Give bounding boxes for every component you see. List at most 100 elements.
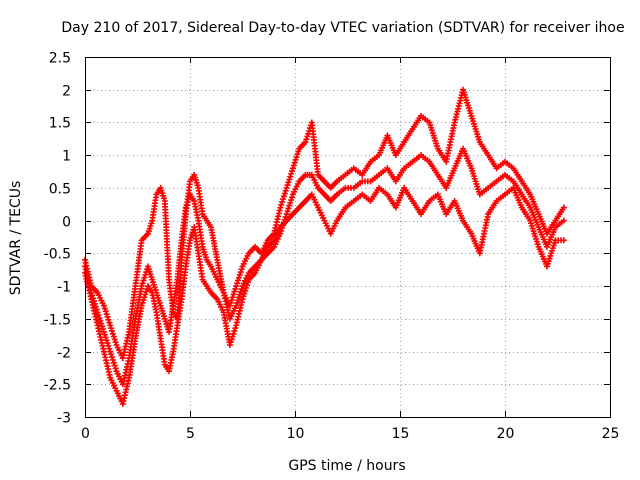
x-tick-label: 20 <box>497 426 515 442</box>
data-point <box>230 291 237 298</box>
data-point <box>303 136 310 143</box>
data-point <box>235 294 242 301</box>
data-point <box>239 296 246 303</box>
data-point <box>102 334 109 341</box>
data-point <box>108 351 115 358</box>
data-point <box>229 294 236 301</box>
data-point <box>279 225 286 232</box>
data-point <box>292 156 299 163</box>
y-tick-label: -3 <box>57 411 71 427</box>
data-point <box>90 295 97 302</box>
y-axis-label: SDTVAR / TECUs <box>8 181 24 296</box>
data-point <box>235 277 241 284</box>
data-point <box>235 274 242 281</box>
data-point <box>100 328 107 335</box>
data-point <box>106 319 113 326</box>
data-point <box>230 330 237 337</box>
data-point <box>106 345 113 352</box>
data-point <box>242 287 249 294</box>
data-point <box>104 313 111 320</box>
data-point <box>105 342 112 349</box>
y-tick-label: -1 <box>57 280 71 296</box>
data-point <box>109 327 115 334</box>
data-point <box>110 359 117 366</box>
data-point <box>96 314 103 321</box>
data-point <box>277 204 284 211</box>
data-point <box>98 320 105 327</box>
x-tick-label: 10 <box>287 426 305 442</box>
data-point <box>304 133 311 140</box>
data-point <box>138 283 145 290</box>
data-point <box>142 291 149 298</box>
data-point <box>244 282 250 289</box>
data-point <box>243 284 250 291</box>
data-point <box>287 173 294 180</box>
data-point <box>238 266 245 273</box>
data-point <box>284 208 291 215</box>
data-marks <box>82 86 567 407</box>
data-point <box>286 202 293 209</box>
data-point <box>227 339 234 346</box>
x-axis-label: GPS time / hours <box>288 458 405 474</box>
data-point <box>232 285 239 292</box>
data-point <box>560 237 567 244</box>
data-point <box>286 176 293 183</box>
data-point <box>228 336 235 343</box>
data-point <box>281 216 288 223</box>
data-point <box>109 356 116 363</box>
data-point <box>143 288 150 295</box>
data-point <box>100 302 107 309</box>
data-point <box>112 339 119 346</box>
data-point <box>102 308 109 315</box>
data-point <box>112 365 119 372</box>
data-point <box>279 198 286 205</box>
y-tick-label: 0.5 <box>49 182 71 198</box>
data-point <box>100 326 106 333</box>
data-point <box>288 197 295 204</box>
data-point <box>139 280 146 287</box>
data-point <box>226 342 233 348</box>
y-tick-label: -1.5 <box>44 313 71 329</box>
series-group <box>82 184 567 407</box>
data-point <box>227 299 234 306</box>
data-point <box>560 217 567 224</box>
y-tick-label: 1.5 <box>49 116 71 132</box>
data-point <box>290 162 297 169</box>
data-point <box>291 159 298 166</box>
series-group <box>82 145 567 388</box>
data-point <box>236 271 243 278</box>
y-tick-label: 2.5 <box>49 51 71 67</box>
data-point <box>234 299 241 306</box>
data-point <box>108 325 115 332</box>
data-point <box>294 151 301 158</box>
data-point <box>277 230 284 237</box>
data-point <box>97 317 104 324</box>
data-point <box>302 139 309 146</box>
data-point <box>103 337 110 344</box>
y-tick-label: 1 <box>62 149 71 165</box>
data-point <box>109 330 116 337</box>
data-point <box>278 227 285 234</box>
data-point <box>105 316 112 323</box>
data-point <box>283 211 290 218</box>
data-point <box>237 269 244 276</box>
data-point <box>91 298 97 305</box>
data-point <box>107 348 114 355</box>
data-point <box>231 288 238 295</box>
data-point <box>280 222 286 229</box>
data-point <box>88 289 95 296</box>
data-point <box>241 290 248 297</box>
x-tick-label: 15 <box>392 426 410 442</box>
data-point <box>238 285 245 292</box>
data-point <box>233 302 240 309</box>
data-point <box>91 300 98 307</box>
y-tick-label: -0.5 <box>44 247 71 263</box>
data-point <box>101 305 108 312</box>
data-point <box>280 219 287 226</box>
data-point <box>284 182 291 189</box>
plot-frame <box>85 57 611 418</box>
x-tick-label: 25 <box>602 426 620 442</box>
y-tick-label: 0 <box>62 215 71 231</box>
data-point <box>240 293 247 300</box>
